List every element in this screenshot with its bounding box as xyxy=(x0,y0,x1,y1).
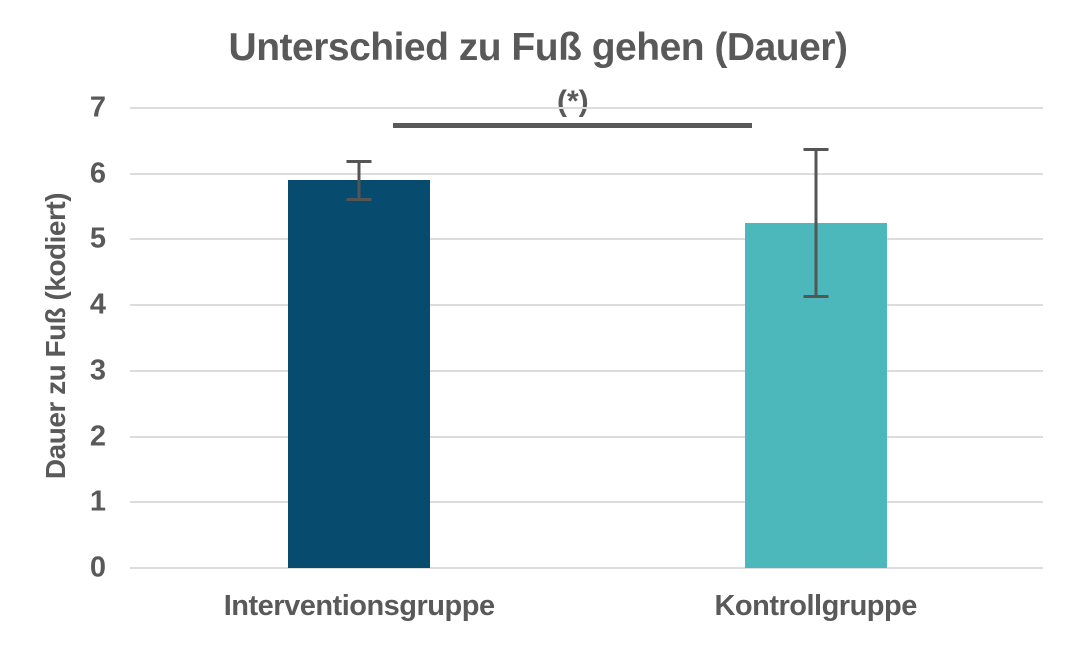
x-axis-label-interventionsgruppe: Interventionsgruppe xyxy=(223,590,495,622)
y-tick-label-0: 0 xyxy=(89,551,106,584)
gridline-y4 xyxy=(130,304,1043,307)
error-bar-cap-top-kontrollgruppe xyxy=(803,147,829,151)
gridline-y5 xyxy=(130,238,1043,241)
gridline-y2 xyxy=(130,435,1043,438)
significance-line xyxy=(392,123,752,129)
y-tick-label-7: 7 xyxy=(89,91,106,124)
gridline-y1 xyxy=(130,501,1043,504)
x-axis-label-kontrollgruppe: Kontrollgruppe xyxy=(714,590,917,622)
error-bar-cap-top-interventionsgruppe xyxy=(346,159,372,163)
gridline-y6 xyxy=(130,172,1043,175)
gridline-y0 xyxy=(130,567,1043,569)
y-tick-label-4: 4 xyxy=(89,288,106,321)
y-tick-label-6: 6 xyxy=(89,157,106,190)
gridline-y7 xyxy=(130,107,1043,109)
y-tick-label-2: 2 xyxy=(89,420,106,453)
gridline-y3 xyxy=(130,369,1043,372)
error-bar-cap-bottom-interventionsgruppe xyxy=(346,198,372,201)
error-bar-interventionsgruppe xyxy=(357,160,361,200)
error-bar-cap-bottom-kontrollgruppe xyxy=(803,295,829,299)
y-tick-label-3: 3 xyxy=(89,354,106,387)
bar-interventionsgruppe xyxy=(288,180,431,568)
chart-title: Unterschied zu Fuß gehen (Dauer) xyxy=(228,26,848,69)
y-tick-label-5: 5 xyxy=(89,222,106,255)
y-tick-label-1: 1 xyxy=(89,485,106,518)
plot-area: (*) 0 1 2 3 4 5 6 7 Interventionsgruppe Kontrollg… xyxy=(90,85,1043,622)
significance-label: (*) xyxy=(556,85,589,119)
error-bar-kontrollgruppe xyxy=(814,148,818,298)
